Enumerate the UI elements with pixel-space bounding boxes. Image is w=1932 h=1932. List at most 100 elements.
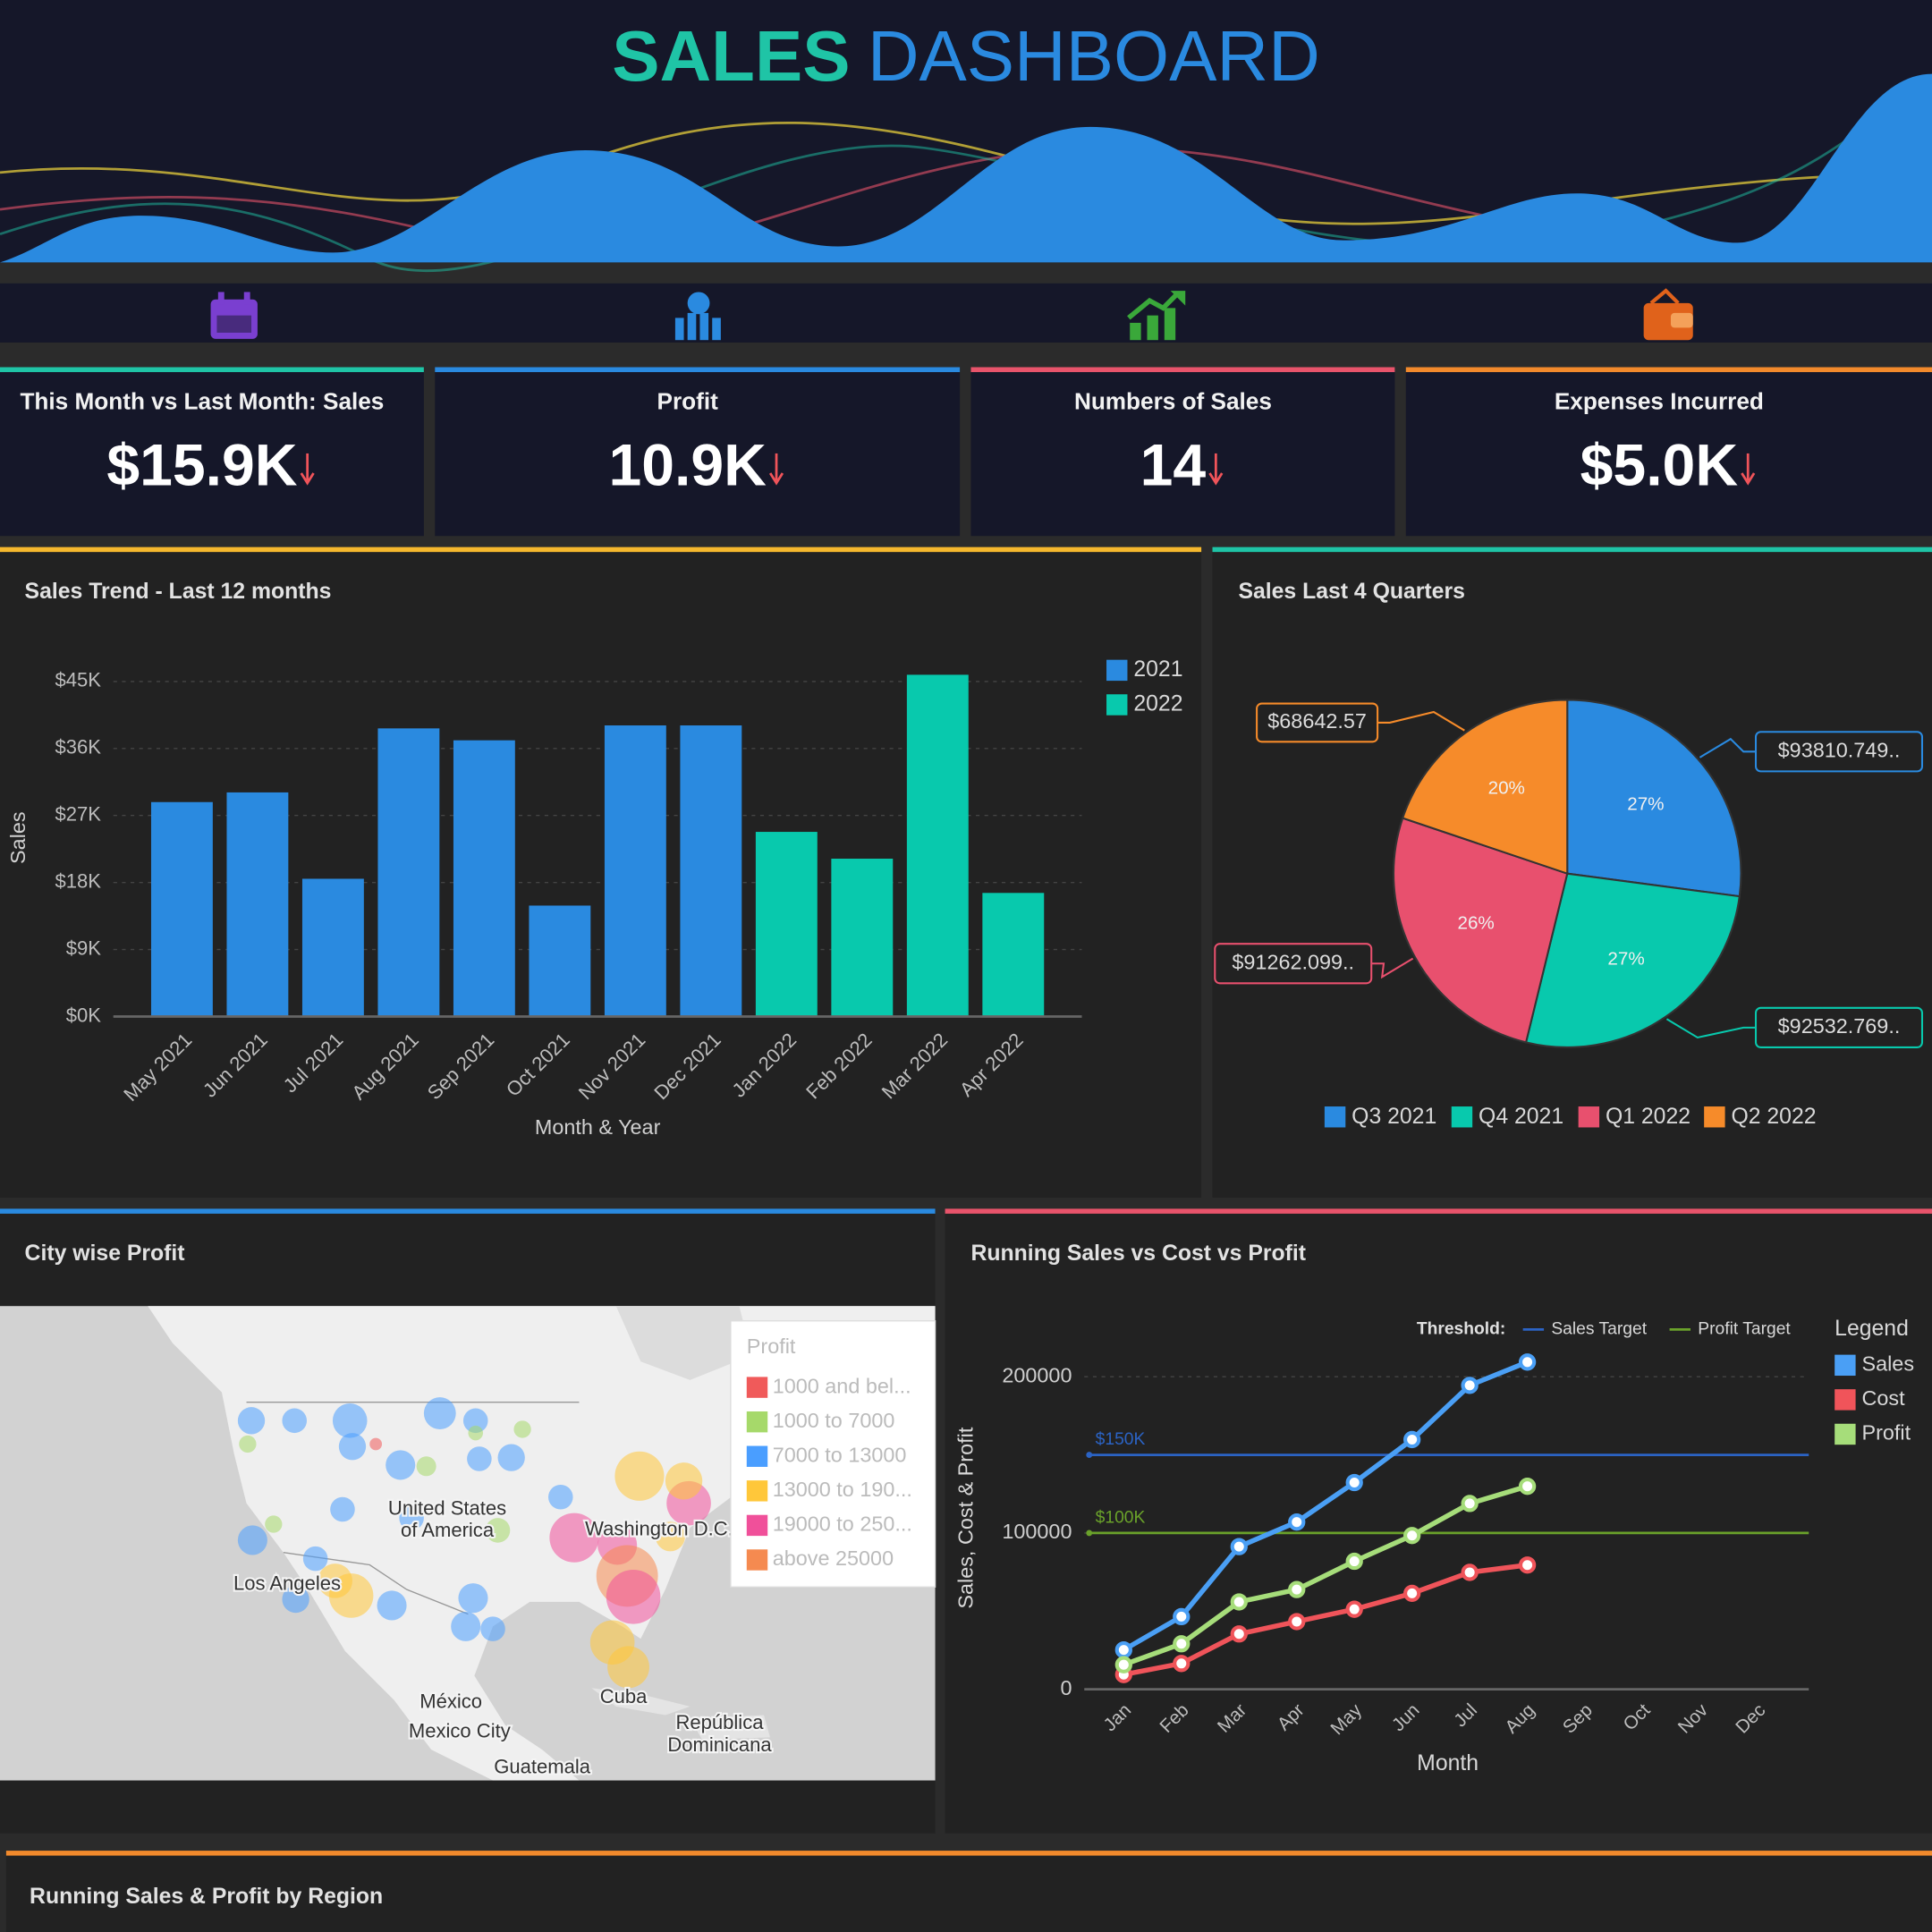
wallet-icon [1643,288,1693,341]
point [1403,1584,1421,1603]
place-label: México [419,1690,482,1713]
city-bubble [607,1646,649,1689]
legend-swatch [746,1445,768,1467]
place-label: Washington D.C. [585,1518,733,1540]
kpi-card [0,367,424,537]
legend-swatch [746,1411,768,1433]
kpi-value: 14 [1140,432,1207,498]
panel-title: Running Sales vs Cost vs Profit [971,1241,1307,1266]
legend-label: Cost [1861,1386,1905,1410]
callout-label: $91262.099.. [1232,950,1354,973]
finance-icon [674,292,721,341]
y-tick-label: $36K [55,736,102,758]
legend-label: 1000 and bel... [773,1374,911,1397]
point [1288,1580,1306,1598]
city-bubble [549,1513,599,1563]
title-part: DASHBOARD [868,16,1320,96]
kpi-title: This Month vs Last Month: Sales [20,387,384,414]
y-axis-title: Sales [6,811,30,864]
legend-label: 2022 [1133,692,1182,716]
point [1518,1556,1537,1574]
point [1403,1430,1421,1449]
bar [982,893,1045,1017]
legend-swatch [1106,694,1128,716]
point [1345,1473,1363,1492]
city-bubble [467,1446,492,1471]
city-bubble [423,1397,456,1429]
city-bubble [318,1563,352,1598]
panel-title: Sales Trend - Last 12 months [25,580,332,604]
y-tick-label: 100000 [1002,1520,1072,1543]
dashboard-title: SALES DASHBOARD [612,16,1320,96]
down-arrow [1741,472,1756,486]
map-land [615,1306,752,1380]
place-label: Dominicana [667,1733,772,1756]
city-bubble [302,1546,328,1572]
callout-line [1377,710,1465,732]
legend-title: Legend [1835,1317,1909,1341]
kpi-accent [970,367,1395,373]
bar [755,832,818,1017]
city-bubble [462,1408,488,1434]
calendar-icon [210,292,258,339]
bar [529,905,591,1017]
city-bubble [338,1433,367,1461]
percent-label: 27% [1627,793,1664,814]
growth-icon [1127,291,1186,341]
legend-swatch [1835,1389,1856,1411]
threshold-legend-label: Sales Target [1551,1319,1647,1338]
legend-label: 7000 to 13000 [773,1443,907,1466]
callout-box [1256,702,1379,743]
threshold-label: $150K [1096,1430,1146,1449]
pie-slice [1524,872,1741,1048]
point [1230,1593,1248,1611]
kpi-value: $5.0K [1580,432,1739,498]
legend-swatch [1451,1106,1473,1128]
y-tick-label: $9K [66,936,102,959]
series-line [1122,1360,1529,1652]
city-bubble [237,1407,266,1435]
panel-accent [5,1851,1932,1856]
city-bubble [458,1583,488,1614]
x-axis-title: Month [1417,1751,1479,1775]
down-arrow [1208,472,1224,486]
legend-label: 1000 to 7000 [773,1409,895,1432]
y-tick-label: 200000 [1002,1363,1072,1386]
city-bubble [665,1462,703,1500]
pie-slice [1393,817,1569,1044]
kpi-accent [435,367,961,373]
point [1403,1527,1421,1545]
bar [301,878,364,1017]
threshold-legend-label: Profit Target [1698,1319,1791,1338]
bar [906,674,969,1017]
legend-swatch [746,1480,768,1502]
icon-bar [0,283,1932,343]
callout-label: $68642.57 [1267,709,1367,733]
legend-label: above 25000 [773,1546,894,1570]
content: This Month vs Last Month: Sales $15.9K Pro… [0,367,1932,1932]
point [1173,1655,1191,1673]
point [1461,1563,1479,1581]
city-bubble [369,1437,383,1451]
legend-swatch [1324,1106,1346,1128]
bar [831,859,894,1017]
city-bubble [655,1521,685,1552]
y-tick-label: 0 [1060,1676,1072,1699]
title-part: SALES [612,16,850,96]
percent-label: 27% [1607,948,1644,969]
point [1230,1625,1248,1643]
legend-label: Q2 2022 [1731,1105,1816,1129]
city-bubble [282,1585,309,1614]
city-bubble [416,1456,436,1477]
kpi-value: $15.9K [106,432,297,498]
legend-label: 19000 to 250... [773,1513,912,1536]
callout-line [1371,957,1414,979]
point [1518,1478,1537,1496]
callout-box [1214,943,1373,985]
panel [5,1851,1932,1932]
legend-swatch [1835,1423,1856,1445]
city-bubble [468,1425,483,1441]
callout-label: $92532.769.. [1778,1014,1901,1038]
